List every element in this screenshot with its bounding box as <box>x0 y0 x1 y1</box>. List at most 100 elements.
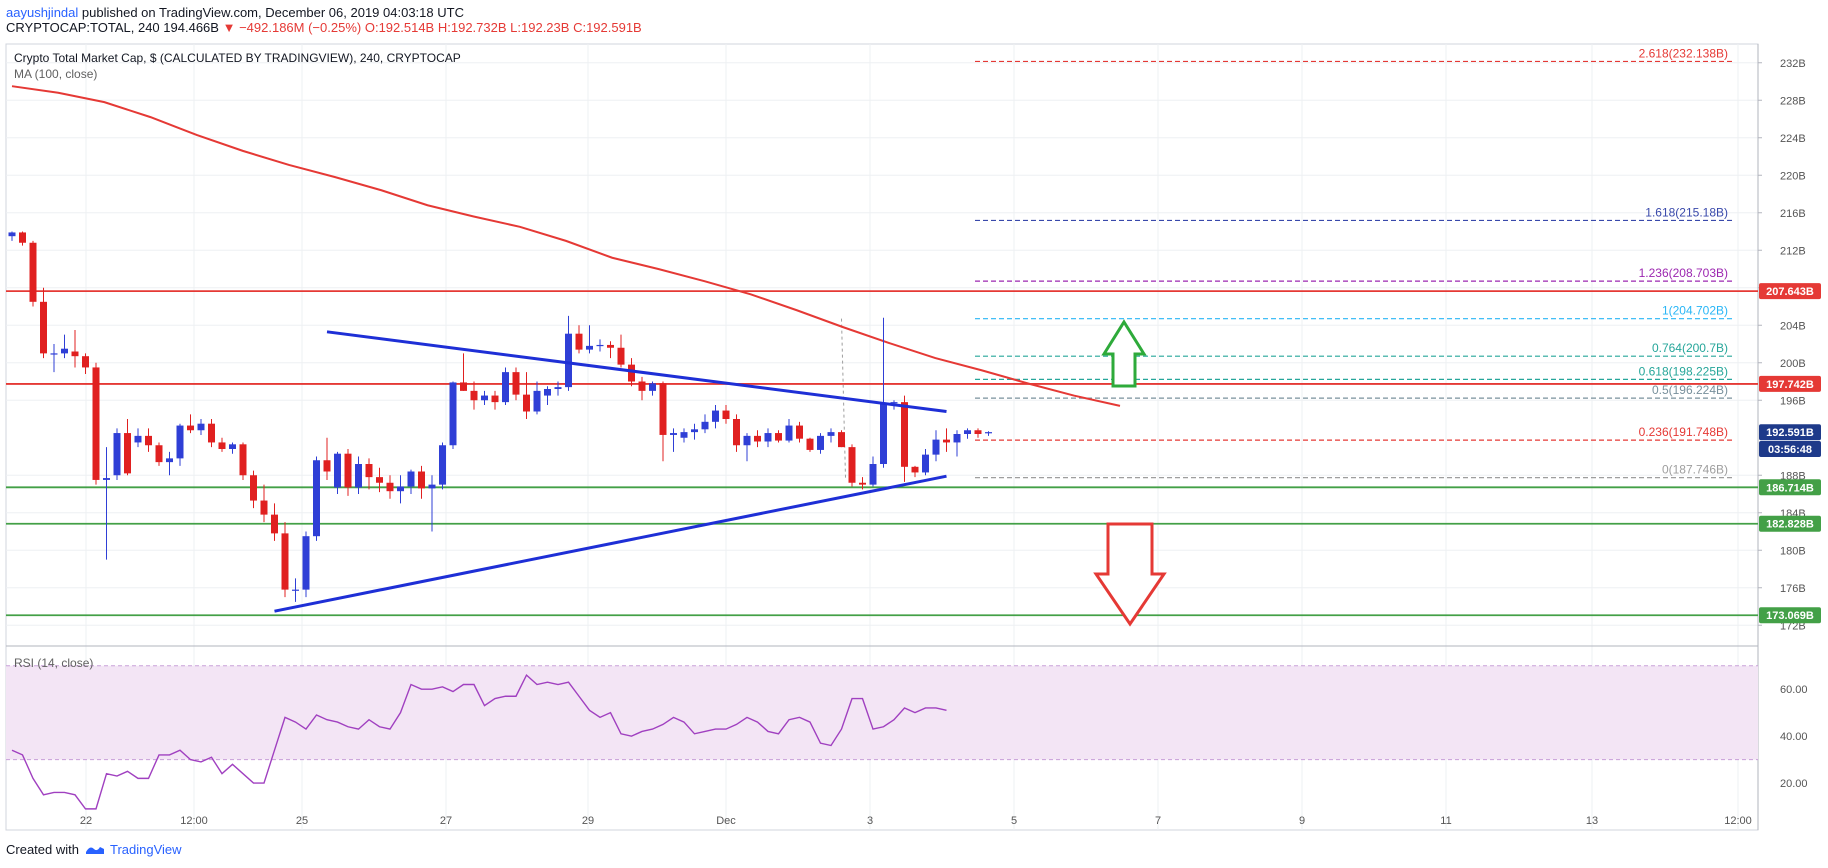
y-tick-label: 188B <box>1780 470 1806 482</box>
trendline-lower <box>274 474 947 613</box>
candle-body <box>733 419 740 446</box>
fib-level-label: 0.5(196.224B) <box>1652 383 1728 397</box>
x-tick-label: 25 <box>296 815 308 827</box>
published-text: published on TradingView.com, December 0… <box>81 5 464 20</box>
candle-body <box>827 432 835 436</box>
y-tick-label: 220B <box>1780 170 1806 182</box>
x-tick-label: 13 <box>1586 815 1598 827</box>
y-axis: 232B228B224B220B216B212B208B204B200B196B… <box>1758 58 1808 790</box>
candle-body <box>187 425 194 431</box>
support-price-label-bg <box>1759 607 1821 624</box>
y-tick-label: 200B <box>1780 358 1806 370</box>
tradingview-link[interactable]: TradingView <box>110 842 182 857</box>
candle-body <box>19 232 26 243</box>
candle-body <box>932 439 940 455</box>
candle-body <box>481 395 488 401</box>
header-bar: aayushjindal published on TradingView.co… <box>0 0 1828 35</box>
candle-body <box>229 444 236 449</box>
price-text: 194.466B <box>163 20 219 35</box>
candle-body <box>985 432 992 434</box>
y-tick-label: 176B <box>1780 583 1806 595</box>
candle-body <box>92 367 100 480</box>
x-tick-label: Dec <box>716 815 736 827</box>
candle-body <box>617 347 625 365</box>
up-arrow-icon <box>1101 319 1147 388</box>
candle-body <box>670 433 677 435</box>
support-price-label: 186.714B <box>1766 482 1814 494</box>
candle-body <box>859 482 866 485</box>
candle-body <box>638 381 646 391</box>
candle-body <box>722 410 730 419</box>
candle-body <box>649 383 656 391</box>
fib-level-label: 0.764(200.7B) <box>1652 341 1728 355</box>
candle-body <box>533 390 541 412</box>
candle-body <box>691 429 698 433</box>
x-tick-label: 3 <box>867 815 873 827</box>
candle-body <box>596 344 604 347</box>
candle-body <box>386 482 394 492</box>
candle-body <box>218 442 226 449</box>
low-value: L:192.23B <box>510 20 570 35</box>
candle-body <box>754 435 761 442</box>
candle-body <box>82 356 89 368</box>
candle-body <box>785 425 793 441</box>
ma-legend: MA (100, close) <box>14 67 98 81</box>
candle-body <box>701 421 709 430</box>
candle-body <box>775 433 782 441</box>
rsi-line <box>11 673 947 810</box>
candle-body <box>197 423 205 431</box>
fib-level-label: 2.618(232.138B) <box>1639 46 1728 60</box>
y-tick-label: 224B <box>1780 133 1806 145</box>
candle-body <box>376 477 383 483</box>
candle-body <box>470 390 478 401</box>
fib-level-label: 1(204.702B) <box>1662 304 1728 318</box>
trendline-upper <box>326 330 947 413</box>
x-tick-label: 11 <box>1440 815 1451 827</box>
symbol-text: CRYPTOCAP:TOTAL, 240 <box>6 20 160 35</box>
trendlines <box>274 330 947 613</box>
candle-body <box>292 589 299 591</box>
candle-body <box>512 372 520 395</box>
candle-body <box>607 344 614 348</box>
x-tick-label: 22 <box>80 815 92 827</box>
candle-body <box>439 445 446 485</box>
y-tick-label: 212B <box>1780 245 1806 257</box>
candle-body <box>239 444 247 476</box>
support-price-label: 173.069B <box>1766 610 1814 622</box>
rsi-line <box>11 673 947 810</box>
chart-area[interactable]: 2.618(232.138B) 1.618(215.18B) 1.236(208.7… <box>0 34 1828 834</box>
candle-body <box>176 425 184 459</box>
candle-body <box>922 454 929 473</box>
x-tick-label: 12:00 <box>1724 815 1752 827</box>
candle-body <box>901 402 908 467</box>
change-text: −492.186M (−0.25%) <box>239 20 362 35</box>
candle-body <box>355 464 362 488</box>
countdown-label: 03:56:48 <box>1768 444 1812 456</box>
author-link[interactable]: aayushjindal <box>6 5 79 20</box>
candle-body <box>712 410 719 422</box>
candle-body <box>134 435 142 443</box>
high-value: H:192.732B <box>437 20 507 35</box>
candle-body <box>565 333 572 388</box>
candle-body <box>113 433 121 476</box>
rsi-legend: RSI (14, close) <box>14 656 94 670</box>
x-tick-label: 27 <box>440 815 452 827</box>
candle-body <box>334 453 341 488</box>
close-value: C:192.591B <box>573 20 642 35</box>
candle-body <box>208 423 215 443</box>
candle-body <box>911 466 919 473</box>
rsi-tick-label: 40.00 <box>1780 731 1808 743</box>
candle-body <box>953 434 961 443</box>
candle-body <box>271 514 278 534</box>
chart-legend: Crypto Total Market Cap, $ (CALCULATED B… <box>14 50 461 82</box>
candle-body <box>407 471 415 487</box>
rsi-band-fill <box>6 665 1758 760</box>
fib-level-label: 0.236(191.748B) <box>1639 425 1728 439</box>
chart-title: Crypto Total Market Cap, $ (CALCULATED B… <box>14 51 461 65</box>
tradingview-logo-icon <box>85 847 104 854</box>
rsi-band <box>6 665 1758 761</box>
rsi-tick-label: 20.00 <box>1780 778 1808 790</box>
candle-body <box>428 484 436 489</box>
footer: Created with TradingView <box>6 842 182 857</box>
y-tick-label: 232B <box>1780 58 1806 70</box>
